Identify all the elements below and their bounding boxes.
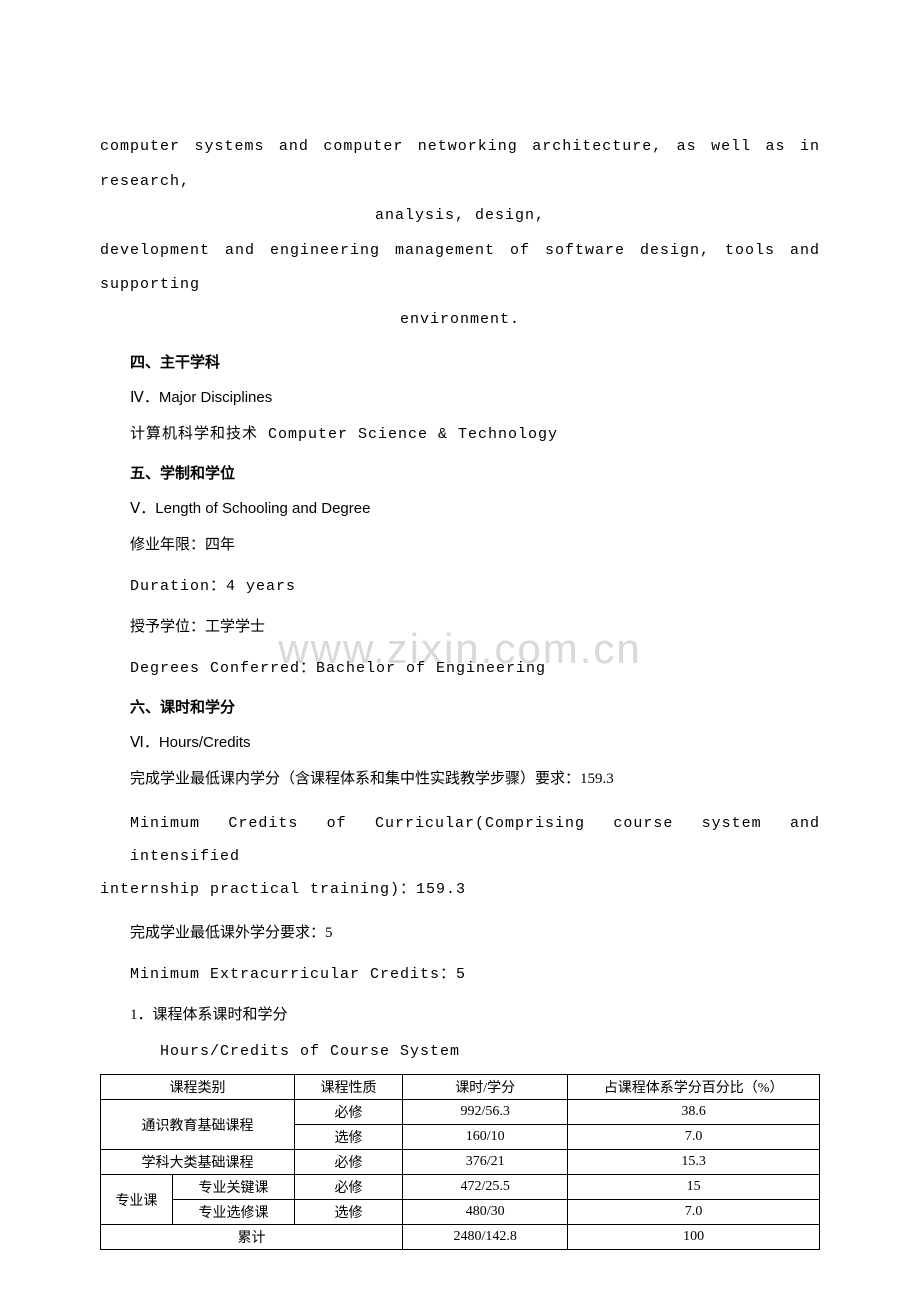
cell-hours: 992/56.3	[402, 1100, 567, 1125]
document-content: computer systems and computer networking…	[100, 130, 820, 1250]
section4-en-text: Major Disciplines	[159, 389, 272, 406]
section6-heading-cn: 六、课时和学分	[130, 696, 820, 717]
section4-heading-en: Ⅳ．Major Disciplines	[130, 386, 820, 407]
cell-percent: 15.3	[568, 1150, 820, 1175]
section6-line4: Minimum Extracurricular Credits：5	[130, 961, 820, 988]
cell-nature: 必修	[295, 1150, 403, 1175]
cell-percent: 38.6	[568, 1100, 820, 1125]
cell-percent: 7.0	[568, 1125, 820, 1150]
section6-heading-en: Ⅵ．Hours/Credits	[130, 731, 820, 752]
section6-line2: Minimum Credits of Curricular(Comprising…	[100, 807, 820, 906]
cell-nature: 必修	[295, 1100, 403, 1125]
cell-percent: 100	[568, 1225, 820, 1250]
section4-content: 计算机科学和技术 Computer Science & Technology	[130, 421, 820, 448]
cell-hours: 480/30	[402, 1200, 567, 1225]
table-row: 累计 2480/142.8 100	[101, 1225, 820, 1250]
section6-line3: 完成学业最低课外学分要求：5	[130, 920, 820, 947]
table-row: 专业课 专业关键课 必修 472/25.5 15	[101, 1175, 820, 1200]
table-header-row: 课程类别 课程性质 课时/学分 占课程体系学分百分比（%）	[101, 1075, 820, 1100]
credits-table: 课程类别 课程性质 课时/学分 占课程体系学分百分比（%） 通识教育基础课程 必…	[100, 1074, 820, 1250]
header-category: 课程类别	[101, 1075, 295, 1100]
section4-roman: Ⅳ．	[130, 390, 159, 406]
section5-line2: Duration：4 years	[130, 573, 820, 600]
cell-category-sub: 专业选修课	[172, 1200, 294, 1225]
cell-category: 通识教育基础课程	[101, 1100, 295, 1150]
cell-hours: 376/21	[402, 1150, 567, 1175]
table-row: 专业选修课 选修 480/30 7.0	[101, 1200, 820, 1225]
section6-line2b: internship practical training)：159.3	[100, 873, 820, 906]
section5-roman: Ⅴ．	[130, 501, 155, 517]
cell-nature: 选修	[295, 1125, 403, 1150]
section6-roman: Ⅵ．	[130, 735, 159, 751]
section5-heading-en: Ⅴ．Length of Schooling and Degree	[130, 497, 820, 518]
cell-total-label: 累计	[101, 1225, 403, 1250]
header-nature: 课程性质	[295, 1075, 403, 1100]
section5-line3: 授予学位：工学学士	[130, 614, 820, 641]
cell-category: 学科大类基础课程	[101, 1150, 295, 1175]
section5-line1: 修业年限：四年	[130, 532, 820, 559]
cell-category-sub: 专业关键课	[172, 1175, 294, 1200]
cell-percent: 15	[568, 1175, 820, 1200]
cell-hours: 472/25.5	[402, 1175, 567, 1200]
table-row: 通识教育基础课程 必修 992/56.3 38.6	[101, 1100, 820, 1125]
section6-line2a: Minimum Credits of Curricular(Comprising…	[130, 807, 820, 873]
section5-en-text: Length of Schooling and Degree	[155, 500, 370, 517]
section6-sub1: 1．课程体系课时和学分	[130, 1002, 820, 1029]
para-line2: analysis, design,	[100, 199, 820, 234]
cell-nature: 必修	[295, 1175, 403, 1200]
section5-heading-cn: 五、学制和学位	[130, 462, 820, 483]
section4-content-text: 计算机科学和技术 Computer Science & Technology	[130, 426, 558, 443]
cell-hours: 160/10	[402, 1125, 567, 1150]
header-percent: 占课程体系学分百分比（%）	[568, 1075, 820, 1100]
table-row: 学科大类基础课程 必修 376/21 15.3	[101, 1150, 820, 1175]
para-line1: computer systems and computer networking…	[100, 130, 820, 199]
section4-heading-cn: 四、主干学科	[130, 351, 820, 372]
cell-percent: 7.0	[568, 1200, 820, 1225]
para-line4: environment.	[100, 303, 820, 338]
section6-line1: 完成学业最低课内学分（含课程体系和集中性实践教学步骤）要求：159.3	[130, 766, 820, 793]
section6-sub2: Hours/Credits of Course System	[160, 1043, 820, 1060]
cell-nature: 选修	[295, 1200, 403, 1225]
section6-en-text: Hours/Credits	[159, 734, 251, 751]
para-line3: development and engineering management o…	[100, 234, 820, 303]
cell-category-main: 专业课	[101, 1175, 173, 1225]
header-hours: 课时/学分	[402, 1075, 567, 1100]
section5-line4: Degrees Conferred：Bachelor of Engineerin…	[130, 655, 820, 682]
cell-hours: 2480/142.8	[402, 1225, 567, 1250]
